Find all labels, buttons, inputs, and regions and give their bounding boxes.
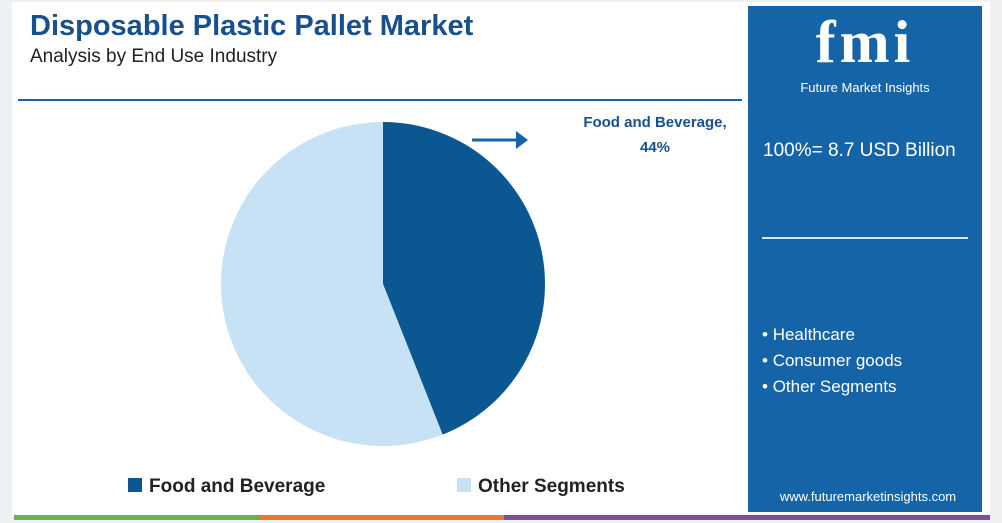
bullet-row: • Healthcare <box>762 325 855 345</box>
bullet-text: Other Segments <box>772 377 897 396</box>
legend-label: Other Segments <box>478 476 625 497</box>
pie <box>220 122 545 446</box>
bullet-dot: • <box>762 377 773 396</box>
logo: fmi <box>815 9 915 75</box>
chart-title: Disposable Plastic Pallet Market <box>30 10 474 42</box>
legend: Food and Beverage Other Segments <box>128 476 625 497</box>
bullet-row: • Other Segments <box>762 377 896 397</box>
total: 100%= 8.7 USD Billion <box>763 140 956 161</box>
value-label: Food and Beverage, 44% <box>583 114 727 156</box>
bullet-dot: • <box>762 351 773 370</box>
header-rule <box>18 99 742 101</box>
bullet-row: • Consumer goods <box>762 351 902 371</box>
chart: Food and Beverage Other Segments <box>128 122 625 497</box>
legend-swatch <box>128 478 142 492</box>
panel-rule <box>762 237 968 239</box>
bullet-dot: • <box>762 325 773 344</box>
strip-purple <box>504 515 990 520</box>
bullet-text: Consumer goods <box>772 351 903 370</box>
arrow-head <box>516 131 528 149</box>
bottom-strip <box>0 515 1002 520</box>
pie-slice <box>220 122 443 446</box>
legend-label: Food and Beverage <box>149 476 325 497</box>
bullet-text: Healthcare <box>772 325 855 344</box>
website: www.futuremarketinsights.com <box>779 489 957 504</box>
brand: Future Market Insights <box>800 80 930 95</box>
strip-green <box>14 515 259 520</box>
pie-slice <box>383 122 545 435</box>
legend-swatch <box>457 478 471 492</box>
side-panel <box>748 6 982 512</box>
strip-orange <box>259 515 504 520</box>
chart-subtitle: Analysis by End Use Industry <box>30 46 278 67</box>
